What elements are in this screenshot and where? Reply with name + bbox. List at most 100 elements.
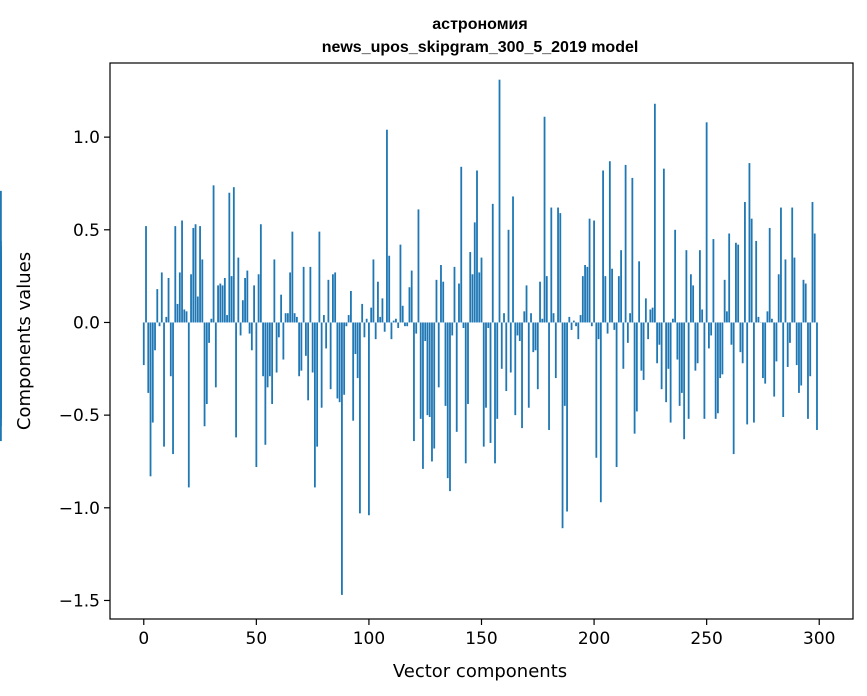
- bar: [473, 222, 476, 323]
- bar: [151, 322, 154, 423]
- bar: [239, 322, 242, 336]
- bar: [791, 207, 794, 323]
- bar: [408, 287, 411, 323]
- bar: [665, 322, 668, 403]
- bar: [277, 322, 280, 338]
- bar: [512, 196, 514, 323]
- bar: [689, 274, 692, 323]
- bar: [552, 313, 555, 323]
- bar: [365, 318, 368, 323]
- bar: [662, 168, 665, 323]
- bar: [568, 316, 571, 323]
- bar: [786, 322, 789, 367]
- bar: [694, 322, 697, 371]
- bar: [739, 322, 742, 353]
- x-axis-label: Vector components: [393, 661, 567, 682]
- bar: [210, 318, 213, 323]
- bar: [496, 322, 499, 419]
- bar: [230, 276, 233, 323]
- bar: [156, 289, 159, 323]
- bar: [780, 207, 782, 323]
- bar: [712, 239, 715, 323]
- bar: [669, 322, 672, 423]
- bar: [167, 277, 170, 323]
- bar: [811, 202, 814, 323]
- bar: [642, 322, 645, 380]
- bar: [631, 177, 634, 323]
- bar: [205, 322, 208, 405]
- bar: [480, 257, 483, 323]
- x-tick-label: 50: [246, 629, 268, 649]
- bar: [633, 322, 636, 434]
- bar: [534, 322, 537, 351]
- x-tick-label: 0: [138, 629, 149, 649]
- bar: [680, 322, 683, 393]
- bar: [809, 322, 812, 377]
- bar: [257, 274, 260, 323]
- bar: [284, 313, 287, 323]
- bar: [764, 322, 767, 384]
- bar: [550, 207, 553, 323]
- bar: [219, 283, 222, 323]
- bar: [615, 322, 618, 468]
- bar: [271, 322, 274, 405]
- bar: [343, 322, 346, 395]
- bar: [622, 322, 625, 369]
- bar: [158, 322, 161, 327]
- bar: [570, 322, 573, 330]
- bar: [370, 307, 373, 323]
- y-tick-label: 0.5: [73, 221, 100, 241]
- bar: [572, 320, 575, 323]
- bar: [0, 322, 2, 412]
- bar: [548, 322, 550, 430]
- bar: [732, 322, 735, 455]
- bar: [172, 322, 174, 455]
- bar: [687, 322, 690, 419]
- bar: [656, 322, 659, 364]
- bar: [487, 322, 490, 329]
- bar: [381, 298, 384, 323]
- bar: [705, 122, 708, 323]
- bar: [142, 322, 145, 366]
- bar: [352, 322, 355, 421]
- bar: [295, 316, 298, 323]
- bar: [183, 309, 186, 323]
- bar: [401, 305, 404, 323]
- bar: [683, 322, 686, 440]
- bar: [584, 265, 586, 323]
- bar: [462, 322, 465, 329]
- bar: [611, 268, 613, 323]
- bar: [248, 322, 251, 334]
- bar: [464, 322, 467, 464]
- bar: [557, 207, 559, 323]
- bar: [289, 272, 292, 323]
- bar: [701, 309, 704, 323]
- bar: [518, 322, 521, 341]
- bar: [255, 322, 258, 468]
- bar: [649, 309, 652, 323]
- bar: [723, 279, 726, 323]
- bar: [223, 277, 226, 323]
- bar: [775, 322, 778, 362]
- bar: [280, 294, 283, 323]
- bar: [503, 313, 505, 323]
- bar: [789, 322, 791, 343]
- bar: [593, 220, 595, 323]
- bar: [451, 322, 454, 336]
- bar: [428, 322, 431, 417]
- bar: [813, 233, 816, 323]
- bar: [735, 242, 737, 323]
- bar: [241, 300, 244, 323]
- bar: [178, 272, 181, 323]
- bar: [595, 322, 598, 458]
- bar: [802, 279, 805, 323]
- bar: [744, 202, 746, 323]
- bar: [201, 259, 204, 323]
- bar: [746, 322, 749, 425]
- bar: [298, 322, 301, 377]
- chart-title: астрономия: [432, 16, 527, 33]
- bar: [717, 322, 719, 414]
- bar: [154, 322, 156, 351]
- y-axis-label: Components values: [14, 252, 35, 430]
- bar: [399, 244, 402, 323]
